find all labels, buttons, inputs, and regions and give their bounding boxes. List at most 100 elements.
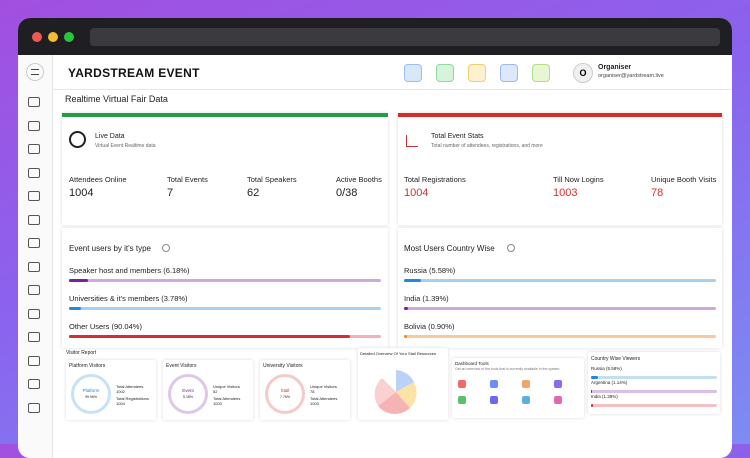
stat-value: 62 [247,187,260,199]
stat-value: 78 [651,187,664,199]
bar-fill [591,389,593,393]
tool-icon[interactable] [554,396,562,404]
bar-track [591,375,717,379]
nav-icon[interactable] [28,120,40,131]
stat-label: Attendees Online [69,175,127,184]
donut-value: 99.96% [85,395,97,399]
bar-fill [404,334,407,338]
address-bar[interactable] [90,28,720,46]
visitor-card: Platform Visitors Platform 99.96% Total Att… [66,360,156,420]
card-stat-label: Total Attendees [116,384,144,389]
bar-fill [404,306,409,310]
stat-label: Till Now Logins [553,175,604,184]
bar-label: Speaker host and members (6.18%) [69,266,190,275]
stats-row: Attendees Online 1004 Total Events 7 Total S… [62,175,388,215]
nav-icon[interactable] [28,355,40,366]
bar-label: India (1.39%) [591,394,618,399]
panel-title: Most Users Country Wise [404,244,495,253]
chat-button[interactable] [532,64,550,82]
card-stat-value: 1002 [116,389,125,394]
nav-icon[interactable] [28,261,40,272]
bar-fill [404,278,422,282]
nav-icon[interactable] [28,144,40,154]
tool-icon[interactable] [522,380,530,388]
donut-label: Platform [82,388,100,393]
visitor-card: University Visitors Stall 7.76% Unique Visi… [260,360,350,420]
info-icon[interactable] [507,244,515,252]
nav-icon[interactable] [28,214,40,225]
country-viewers-card: Country Wise Viewers Russia (5.58%) Argen… [588,352,720,414]
card-stat-label: Total Attendees [213,396,241,401]
menu-button[interactable] [26,63,44,81]
nav-icon[interactable] [28,285,40,295]
close-dot[interactable] [32,32,42,42]
bar-fill [591,403,593,407]
card-subtitle: Get an overview of the tools that is cur… [455,367,560,371]
stat-label: Total Speakers [247,175,297,184]
card-title: Detailed Overview Of Your Stall Resource… [360,351,437,356]
user-email: organiser@yardstream.live [598,73,664,79]
card-stat-value: 78 [310,389,315,394]
card-stat-label: Total Registrations [116,396,149,401]
donut: Event 5.18% [168,374,208,414]
bar-track [69,306,381,310]
card-stat-value: 1003 [310,401,319,406]
avatar[interactable]: O [573,63,593,83]
globe-icon [69,131,86,148]
nav-icon[interactable] [28,332,40,342]
donut-value: 5.18% [183,395,193,399]
app-window: YARDSTREAM EVENT O Organiser organiser@y… [18,18,732,458]
bar-fill [69,334,350,338]
stat-label: Unique Booth Visits [651,175,717,184]
tool-icon[interactable] [490,380,498,388]
bar-label: Russia (5.58%) [591,366,622,371]
dashboard-tools-card: Dashboard Tools Get an overview of the t… [452,358,584,418]
nav-icon[interactable] [28,238,40,248]
tool-icon[interactable] [458,380,466,388]
stats-row: Total Registrations 1004 Till Now Logins 10… [398,175,722,215]
nav-icon[interactable] [28,97,40,107]
panel-title: Event users by it's type [69,244,152,253]
user-name: Organiser [598,64,632,71]
info-icon[interactable] [162,244,170,252]
bar-track [69,278,381,282]
bar-track [404,306,716,310]
donut-label: Event [182,388,194,393]
segment [396,382,417,408]
bar-label: Other Users (90.04%) [69,322,142,331]
header: YARDSTREAM EVENT O Organiser organiser@y… [53,55,732,90]
bar-label: India (1.39%) [404,294,449,303]
bar-track [404,278,716,282]
minimize-dot[interactable] [48,32,58,42]
panel-title: Total Event Stats [431,133,484,140]
nav-icon[interactable] [28,379,40,389]
nav-icon[interactable] [28,191,40,201]
phone-button[interactable] [404,64,422,82]
tool-icon[interactable] [458,396,466,404]
card-stat-value: 1004 [116,401,125,406]
tool-icon[interactable] [522,396,530,404]
visitor-card: Event Visitors Event 5.18% Unique Visitors 5… [163,360,253,420]
bar-label: Russia (5.58%) [404,266,456,275]
nav-icon[interactable] [28,402,40,413]
maximize-dot[interactable] [64,32,74,42]
bar-track [404,334,716,338]
segment [378,392,410,414]
video-button[interactable] [500,64,518,82]
notification-button[interactable] [468,64,486,82]
donut: Stall 7.76% [265,374,305,414]
nav-icon[interactable] [28,308,40,319]
stat-value: 0/38 [336,187,358,199]
menu-icon [31,69,39,75]
nav-icon[interactable] [28,167,40,178]
card-title: Dashboard Tools [455,361,489,366]
tool-icon[interactable] [554,380,562,388]
whatsapp-button[interactable] [436,64,454,82]
sidebar [18,55,53,458]
tool-icon[interactable] [490,396,498,404]
card-title: Event Visitors [166,363,197,369]
bar-fill [69,278,89,282]
bar-fill [69,306,81,310]
card-stat-value: 1003 [213,401,222,406]
